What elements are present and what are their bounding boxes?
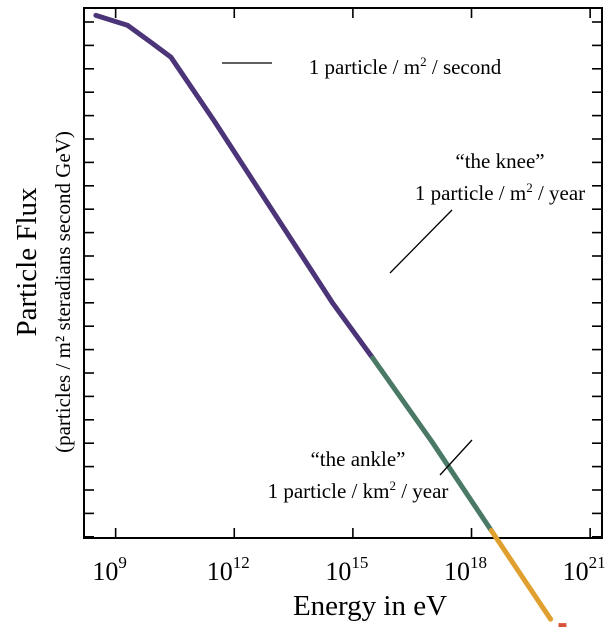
annotation-knee-leader <box>389 209 453 274</box>
y-axis-label: Particle Flux <box>11 187 43 337</box>
axis-ticks <box>84 8 602 538</box>
annotation-knee-line-0: “the knee” <box>455 149 544 173</box>
series-high-line <box>488 528 554 622</box>
x-axis-label: Energy in eV <box>293 590 447 622</box>
x-tick-label-0: 109 <box>92 553 127 586</box>
annotation-knee-line-1: 1 particle / m2 / year <box>415 180 585 205</box>
series-low-line <box>93 12 376 361</box>
x-tick-label-4: 1021 <box>563 553 605 586</box>
x-tick-labels: 109 1012 1015 1018 1021 <box>92 553 605 586</box>
series-mid-line <box>370 355 494 533</box>
y-axis-sublabel: (particles / m² steradians second GeV) <box>51 131 75 453</box>
plot-frame <box>83 7 603 539</box>
x-tick-label-3: 1018 <box>444 553 487 586</box>
x-tick-label-2: 1015 <box>325 553 368 586</box>
flux-series <box>93 12 567 627</box>
annotation-ankle-leader <box>439 439 473 476</box>
annotation-ankle-line-0: “the ankle” <box>310 447 405 471</box>
annotations: 1 particle / m2 / second “the knee” 1 part… <box>222 54 585 503</box>
annotation-second-line-0: 1 particle / m2 / second <box>309 54 502 79</box>
x-tick-label-1: 1012 <box>207 553 250 586</box>
annotation-ankle-line-1: 1 particle / km2 / year <box>268 478 449 503</box>
